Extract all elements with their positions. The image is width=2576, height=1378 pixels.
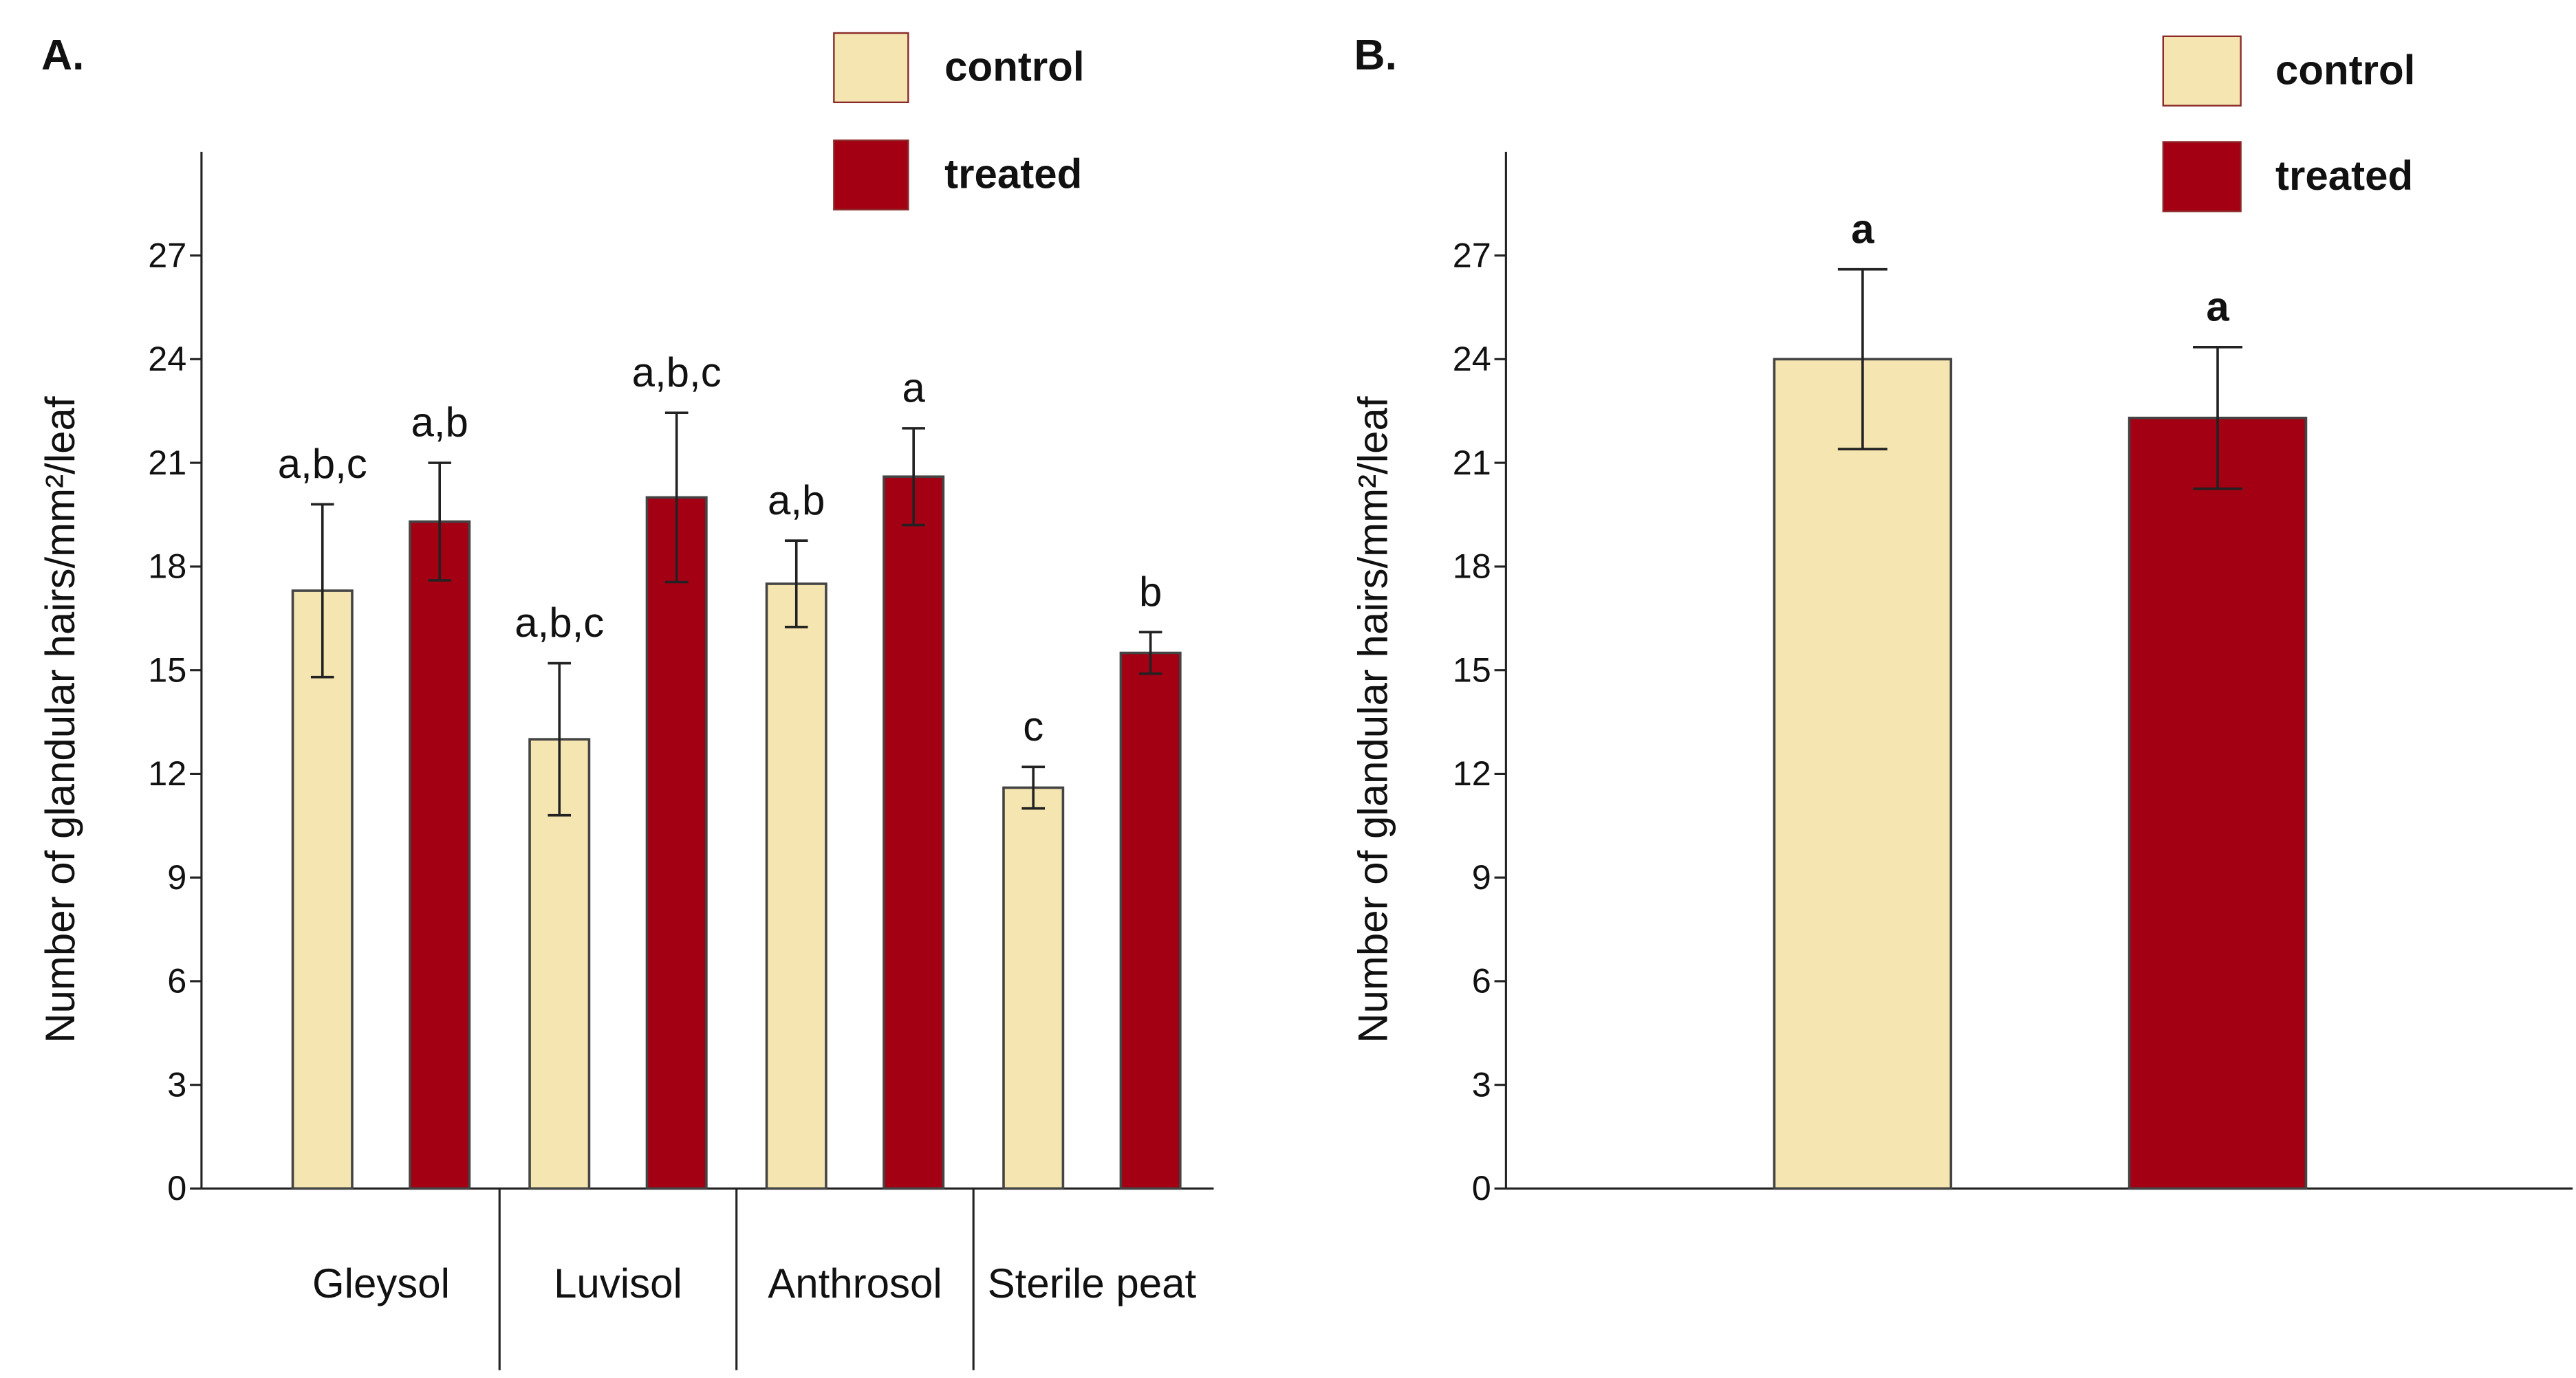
y-axis-label: Number of glandular hairs/mm²/leaf: [37, 396, 83, 1043]
legend-swatch: [833, 32, 909, 104]
y-tick-label: 24: [1453, 339, 1491, 378]
x-tick-label: Sterile peat: [988, 1260, 1197, 1306]
significance-letter: a: [1851, 206, 1874, 252]
significance-letter: a,b,c: [515, 600, 604, 646]
y-tick-label: 15: [1453, 650, 1491, 689]
legend-swatch: [2162, 141, 2242, 212]
y-tick-label: 6: [1472, 961, 1491, 1000]
y-tick-label: 0: [167, 1168, 186, 1207]
bar: [1773, 358, 1953, 1190]
bar: [1002, 786, 1065, 1190]
y-tick-label: 27: [1453, 235, 1491, 274]
legend-label: treated: [944, 151, 1082, 197]
significance-letter: a,b: [411, 400, 468, 446]
y-tick-label: 21: [1453, 443, 1491, 482]
legend-label: control: [2275, 47, 2415, 93]
significance-letter: a: [902, 364, 925, 411]
y-tick-label: 0: [1472, 1168, 1491, 1207]
y-tick-label: 6: [167, 961, 186, 1000]
bar: [645, 496, 708, 1190]
error-bar: [1837, 267, 1887, 450]
legend-label: treated: [2275, 153, 2413, 199]
y-tick-label: 21: [148, 443, 186, 482]
y-tick-label: 18: [1453, 547, 1491, 586]
y-tick-label: 9: [167, 857, 186, 897]
legend-label: control: [944, 44, 1084, 90]
y-tick-label: 18: [148, 547, 186, 586]
error-bar: [1138, 631, 1162, 675]
significance-letter: b: [1139, 569, 1162, 615]
bar: [1119, 651, 1182, 1190]
bar: [883, 475, 945, 1190]
y-tick-label: 27: [148, 235, 186, 274]
y-tick-label: 3: [1472, 1064, 1491, 1104]
y-tick-label: 3: [167, 1064, 186, 1104]
y-tick-label: 9: [1472, 857, 1491, 897]
error-bar: [1021, 765, 1046, 810]
error-bar: [784, 539, 808, 628]
x-tick-label: Anthrosol: [768, 1260, 942, 1306]
error-bar: [902, 427, 925, 527]
y-tick-label: 12: [148, 754, 186, 793]
error-bar: [2193, 345, 2243, 490]
significance-letter: a,b: [768, 477, 825, 523]
y-tick-label: 12: [1453, 754, 1491, 793]
significance-letter: a,b,c: [278, 441, 367, 487]
y-axis-label: Number of glandular hairs/mm²/leaf: [1350, 396, 1396, 1043]
bar: [409, 520, 471, 1190]
panel-label: A.: [41, 32, 84, 79]
legend-swatch: [833, 139, 909, 211]
error-bar: [548, 661, 572, 817]
bar: [765, 582, 827, 1190]
y-tick-label: 24: [148, 339, 186, 378]
panel-label: B.: [1354, 32, 1397, 79]
legend-swatch: [2162, 35, 2242, 107]
y-tick-label: 15: [148, 650, 186, 689]
x-tick-label: Luvisol: [554, 1260, 682, 1306]
error-bar: [310, 503, 334, 679]
bar: [291, 589, 354, 1190]
error-bar: [664, 411, 689, 584]
bar: [2128, 416, 2308, 1190]
significance-letter: a,b,c: [632, 349, 722, 395]
x-tick-label: Gleysol: [312, 1260, 450, 1306]
significance-letter: a: [2206, 283, 2229, 329]
error-bar: [428, 461, 452, 582]
significance-letter: c: [1023, 703, 1043, 750]
